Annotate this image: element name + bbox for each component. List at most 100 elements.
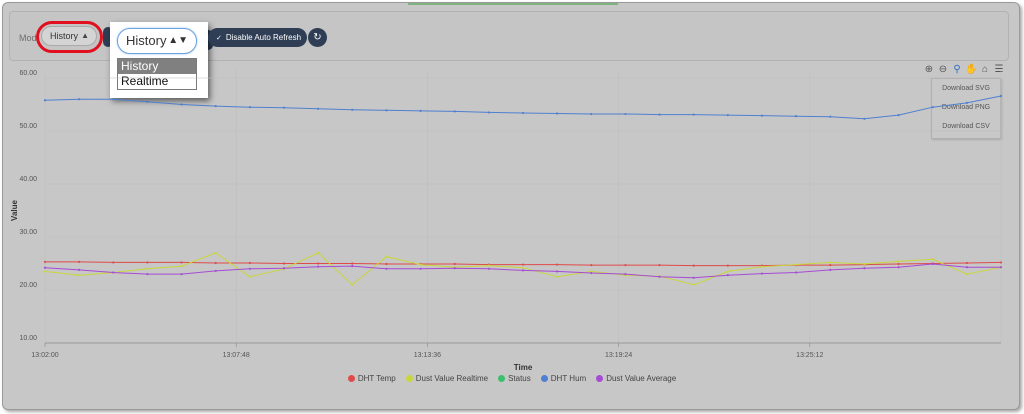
y-tick-label: 50.00 [19,123,37,130]
legend-item[interactable]: Dust Value Average [596,374,676,383]
check-icon: ✓ [216,35,222,42]
option-realtime[interactable]: Realtime [121,74,169,88]
legend-item[interactable]: Status [498,374,531,383]
mode-select-expanded[interactable]: History ▲▼ [117,28,197,54]
data-point [146,261,149,264]
menu-icon[interactable]: ☰ [994,64,1004,75]
data-point [999,266,1003,269]
data-point [385,109,388,112]
data-point [385,267,388,270]
data-point [829,261,832,264]
data-point [146,273,149,276]
data-point [248,106,251,109]
data-point [248,267,251,270]
mode-select-value: History [50,31,79,41]
data-point [521,263,525,266]
legend-item[interactable]: Dust Value Realtime [405,374,488,383]
disable-auto-refresh-button[interactable]: ✓ Disable Auto Refresh [208,28,308,47]
data-point [590,112,593,116]
data-point [726,264,729,267]
zoom-in-icon[interactable]: ⊕ [924,64,934,75]
data-point [795,263,798,266]
data-point [385,255,388,258]
data-point [351,108,354,111]
legend-label: Dust Value Average [606,374,677,383]
data-point [487,111,490,114]
data-point [624,273,627,276]
data-point [43,99,47,102]
pan-hand-icon[interactable]: ✋ [965,64,978,75]
data-point [590,263,593,267]
mode-dropdown-popup: History ▲▼ History Realtime [110,22,208,98]
download-csv-item[interactable]: Download CSV [942,123,990,130]
auto-refresh-label: Disable Auto Refresh [225,33,302,42]
data-point [999,261,1003,264]
data-point [556,263,559,266]
data-point [863,267,866,270]
app-window: Mod History ▲ History ▲▼ History Realtim… [2,2,1020,410]
refresh-icon: ↻ [313,32,322,43]
x-tick-label: 13:07:48 [223,352,250,359]
data-point [282,267,286,270]
data-point [556,270,559,273]
mode-option-list: History Realtime [117,58,197,90]
data-point [897,260,900,263]
data-point [726,114,729,117]
data-point [726,274,729,277]
data-point [419,263,422,266]
y-tick-label: 20.00 [19,282,37,289]
legend-item[interactable]: DHT Hum [540,374,587,383]
data-point [180,273,183,276]
zoom-out-icon[interactable]: ⊖ [938,64,948,75]
legend-dot-icon [498,375,506,382]
data-point [829,268,832,271]
data-point [590,270,593,273]
data-point [385,262,388,266]
data-point [43,260,47,264]
download-png-item[interactable]: Download PNG [941,104,991,111]
data-point [317,107,320,110]
data-point [897,114,900,117]
data-point [931,262,934,266]
data-point [658,275,661,278]
zoom-selection-icon[interactable]: ⚲ [953,64,961,75]
home-reset-icon[interactable]: ⌂ [981,64,989,75]
data-point [999,94,1003,98]
data-point [214,261,217,265]
x-axis-title: Time [514,363,533,372]
legend-item[interactable]: DHT Temp [347,374,396,383]
hidden-button-edge[interactable] [103,27,113,47]
line-chart: 60.00 50.00 40.00 30.00 20.00 10.00 13:02:00 13… [10,70,1003,372]
data-point [624,263,627,267]
data-point [112,271,115,274]
x-tick-label: 13:13:36 [414,352,441,359]
legend-label: DHT Hum [550,374,587,383]
x-tick-label: 13:02:00 [31,352,58,359]
data-point [317,262,320,265]
data-point [521,111,525,115]
download-svg-item[interactable]: Download SVG [942,85,990,92]
legend-dot-icon [540,375,548,382]
data-point [487,264,490,267]
reload-button[interactable]: ↻ [308,28,327,47]
data-point [556,275,559,278]
data-point [692,113,695,116]
chart-legend: DHT Temp Dust Value Realtime Status DHT Hum… [3,374,1019,383]
option-history[interactable]: History [118,59,196,74]
data-point [658,113,661,116]
data-point [760,272,764,275]
data-point [419,267,422,270]
legend-dot-icon [405,375,413,382]
data-point [692,283,695,286]
legend-dot-icon [347,375,355,382]
data-point [78,260,81,264]
data-point [248,275,251,278]
data-point [965,261,968,265]
data-point [78,98,81,101]
mode-select[interactable]: History ▲ [41,26,97,46]
data-point [556,112,559,115]
data-point [521,266,525,269]
data-point [863,262,866,266]
data-point [897,266,900,269]
data-point [351,265,354,268]
